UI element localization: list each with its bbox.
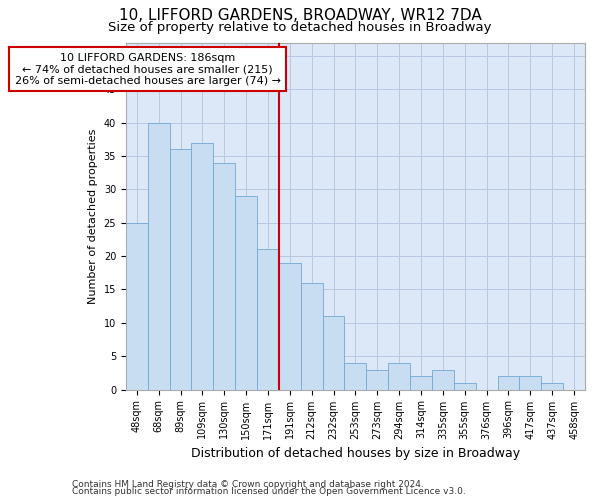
- Bar: [344, 363, 367, 390]
- Bar: [497, 376, 520, 390]
- Bar: [410, 376, 432, 390]
- Text: Contains HM Land Registry data © Crown copyright and database right 2024.: Contains HM Land Registry data © Crown c…: [72, 480, 424, 489]
- Bar: [126, 222, 148, 390]
- Bar: [214, 162, 235, 390]
- Bar: [301, 283, 323, 390]
- Text: 10 LIFFORD GARDENS: 186sqm
← 74% of detached houses are smaller (215)
26% of sem: 10 LIFFORD GARDENS: 186sqm ← 74% of deta…: [15, 52, 281, 86]
- Y-axis label: Number of detached properties: Number of detached properties: [88, 128, 98, 304]
- Bar: [432, 370, 454, 390]
- Text: Size of property relative to detached houses in Broadway: Size of property relative to detached ho…: [108, 21, 492, 34]
- Bar: [388, 363, 410, 390]
- Bar: [323, 316, 344, 390]
- Text: Contains public sector information licensed under the Open Government Licence v3: Contains public sector information licen…: [72, 487, 466, 496]
- Bar: [148, 122, 170, 390]
- Bar: [257, 250, 279, 390]
- Bar: [454, 383, 476, 390]
- Bar: [367, 370, 388, 390]
- Text: 10, LIFFORD GARDENS, BROADWAY, WR12 7DA: 10, LIFFORD GARDENS, BROADWAY, WR12 7DA: [119, 8, 481, 22]
- Bar: [170, 150, 191, 390]
- Bar: [520, 376, 541, 390]
- Bar: [279, 263, 301, 390]
- X-axis label: Distribution of detached houses by size in Broadway: Distribution of detached houses by size …: [191, 447, 520, 460]
- Bar: [235, 196, 257, 390]
- Bar: [541, 383, 563, 390]
- Bar: [191, 142, 214, 390]
